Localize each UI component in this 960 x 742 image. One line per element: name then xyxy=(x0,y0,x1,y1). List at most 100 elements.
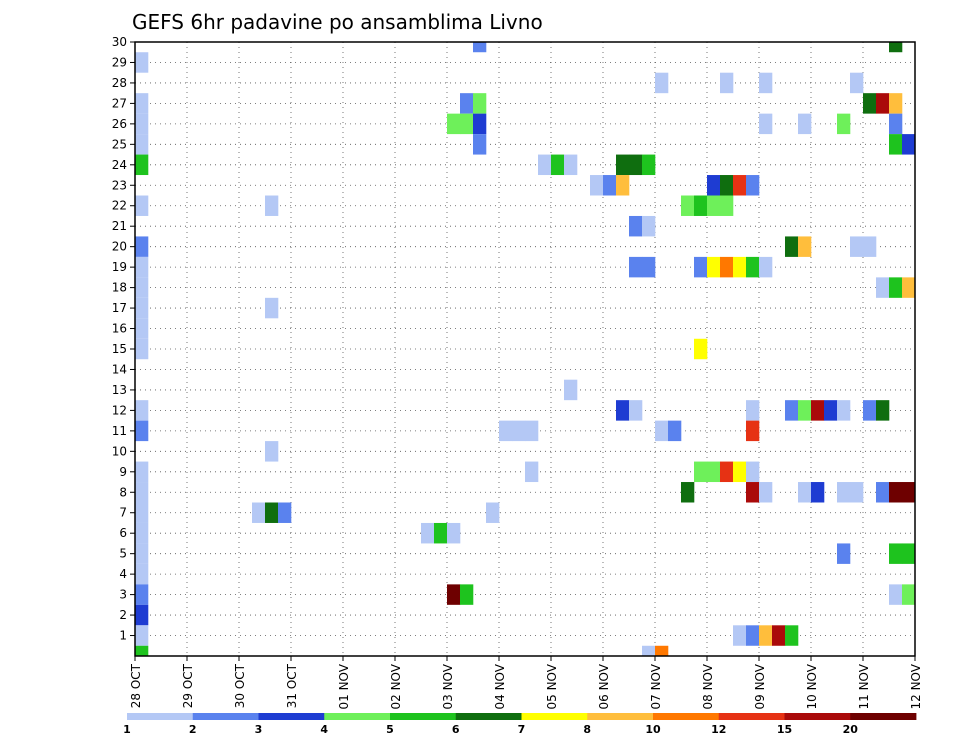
precip-cell xyxy=(668,420,682,442)
precip-cell xyxy=(837,482,851,503)
precip-cell xyxy=(889,277,903,298)
precip-cell xyxy=(135,297,149,319)
x-tick-label: 09 NOV xyxy=(753,663,767,709)
colorbar-swatch xyxy=(850,713,917,720)
precip-cell xyxy=(135,625,149,646)
precip-cell xyxy=(564,154,578,176)
precip-cell xyxy=(252,502,266,523)
precip-cell xyxy=(629,154,643,176)
precip-cell xyxy=(135,584,149,605)
colorbar-label: 5 xyxy=(386,723,394,736)
precip-cell xyxy=(642,154,656,176)
precip-cell xyxy=(460,93,474,114)
precip-cell xyxy=(447,522,461,544)
colorbar-label: 8 xyxy=(583,723,591,736)
x-tick-label: 05 NOV xyxy=(545,663,559,709)
precip-cell xyxy=(889,543,903,564)
precip-cell xyxy=(889,482,903,503)
y-tick-label: 1 xyxy=(119,629,127,643)
precip-cell xyxy=(135,93,149,114)
x-tick-label: 04 NOV xyxy=(493,663,507,709)
precip-cell xyxy=(785,400,799,421)
y-tick-label: 27 xyxy=(112,96,127,110)
precip-cell xyxy=(837,113,851,135)
precip-cell xyxy=(798,113,812,135)
precip-cell xyxy=(876,400,890,421)
y-tick-label: 15 xyxy=(112,342,127,356)
chart-title: GEFS 6hr padavine po ansamblima Livno xyxy=(132,10,543,34)
colorbar-swatch xyxy=(718,713,785,720)
precip-cell xyxy=(707,256,721,278)
y-axis: 1234567891011121314151617181920212223242… xyxy=(112,35,135,643)
x-tick-label: 08 NOV xyxy=(701,663,715,709)
precip-cell xyxy=(642,256,656,278)
colorbar-swatch xyxy=(324,713,391,720)
precip-cell xyxy=(447,113,461,135)
precip-cell xyxy=(902,543,916,564)
precip-cell xyxy=(863,400,877,421)
precip-cell xyxy=(694,195,708,216)
y-tick-label: 26 xyxy=(112,117,127,131)
y-tick-label: 5 xyxy=(119,547,127,561)
precip-cell xyxy=(876,482,890,503)
precip-cell xyxy=(837,543,851,564)
grid-layer xyxy=(135,41,915,656)
precip-cell xyxy=(850,72,864,94)
precip-cell xyxy=(655,420,669,442)
precip-cell xyxy=(759,72,773,94)
precip-cell xyxy=(733,625,747,646)
precip-cell xyxy=(590,175,604,196)
x-tick-label: 07 NOV xyxy=(649,663,663,709)
precip-cell xyxy=(889,584,903,605)
precip-cell xyxy=(135,236,149,257)
precip-cell xyxy=(759,625,773,646)
x-tick-label: 06 NOV xyxy=(597,663,611,709)
precip-cell xyxy=(135,277,149,298)
precip-cell xyxy=(759,256,773,278)
precip-cell xyxy=(850,236,864,257)
colorbar-label: 12 xyxy=(711,723,726,736)
precip-cell xyxy=(785,625,799,646)
x-tick-label: 11 NOV xyxy=(857,663,871,709)
colorbar: 1 2 3 4 5 6 7 8 10 12 15 20 xyxy=(123,713,917,736)
precip-cell xyxy=(889,42,903,53)
precip-cell xyxy=(720,175,734,196)
precip-cell xyxy=(564,379,578,401)
y-tick-label: 28 xyxy=(112,76,127,90)
colorbar-swatch xyxy=(390,713,457,720)
y-tick-label: 29 xyxy=(112,55,127,69)
colorbar-swatch xyxy=(653,713,720,720)
precip-cell xyxy=(473,134,487,155)
precip-cell xyxy=(889,113,903,135)
y-tick-label: 22 xyxy=(112,199,127,213)
y-tick-label: 16 xyxy=(112,322,127,336)
precip-cell xyxy=(785,236,799,257)
x-axis: 28 OCT 29 OCT 30 OCT 31 OCT 01 NOV 02 NOV 03 N… xyxy=(129,656,923,710)
precip-cell xyxy=(707,461,721,483)
precip-cell xyxy=(642,645,656,656)
precip-cell xyxy=(642,215,656,237)
precip-cell xyxy=(876,277,890,298)
y-tick-label: 20 xyxy=(112,240,127,254)
precip-cell xyxy=(850,482,864,503)
precip-cell xyxy=(135,461,149,483)
precip-cell xyxy=(824,400,838,421)
precip-cell xyxy=(525,420,539,442)
precip-cell xyxy=(135,318,149,339)
precip-cell xyxy=(629,400,643,421)
precip-cell xyxy=(265,195,279,216)
precip-cell xyxy=(694,256,708,278)
precip-cell xyxy=(720,461,734,483)
precip-cell xyxy=(135,563,149,585)
precip-cell xyxy=(135,420,149,442)
precip-cell xyxy=(707,175,721,196)
x-tick-label: 02 NOV xyxy=(389,663,403,709)
precip-cell xyxy=(772,625,786,646)
precip-cell xyxy=(681,482,695,503)
y-tick-label: 24 xyxy=(112,158,127,172)
precip-cell xyxy=(902,134,916,155)
precip-cell xyxy=(902,277,916,298)
y-tick-label: 13 xyxy=(112,383,127,397)
precip-cell xyxy=(499,420,513,442)
